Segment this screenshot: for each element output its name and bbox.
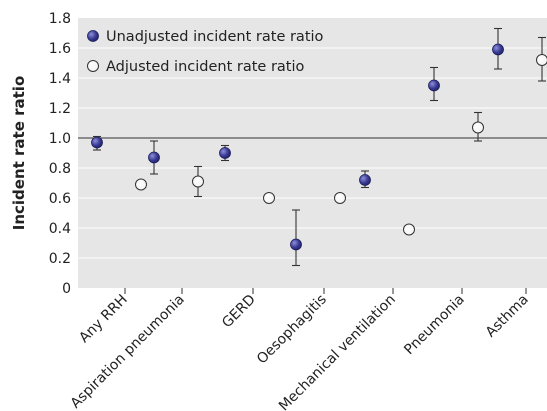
y-tick-label: 0 [62,281,71,297]
x-tick-label: GERD [219,292,259,332]
point-adjusted [536,54,547,66]
legend: Unadjusted incident rate ratio Adjusted … [87,29,324,75]
point-unadjusted [428,79,440,92]
y-axis-ticks: 0 0.2 0.4 0.6 0.8 1.0 1.2 1.4 1.6 1.8 [49,11,71,297]
point-adjusted [135,178,147,191]
point-adjusted [403,223,415,236]
y-tick-label: 0.4 [49,221,71,237]
data-marks [91,27,547,267]
point-unadjusted [219,147,231,159]
y-tick-label: 0.2 [49,251,71,267]
x-tick-label: Pneumonia [401,292,468,359]
point-adjusted [192,175,204,188]
point-unadjusted [91,136,103,149]
y-tick-label: 1.2 [49,101,71,117]
point-adjusted [472,121,484,134]
point-unadjusted [492,43,504,56]
y-tick-label: 1.4 [49,71,71,87]
y-tick-label: 1.8 [49,11,71,27]
point-unadjusted [290,238,302,251]
point-adjusted [334,192,346,204]
x-tick-label: Asthma [483,292,532,341]
x-tick-label: Mechanical ventilation [276,292,399,411]
y-tick-label: 1.0 [49,131,71,147]
legend-label-adjusted: Adjusted incident rate ratio [106,59,305,75]
point-unadjusted [148,151,160,164]
x-tick-label: Any RRH [76,292,131,347]
legend-marker-adjusted [87,60,99,72]
point-adjusted [263,192,275,204]
y-tick-label: 1.6 [49,41,71,57]
y-tick-label: 0.8 [49,161,71,177]
point-unadjusted [359,174,371,186]
y-tick-label: 0.6 [49,191,71,207]
legend-label-unadjusted: Unadjusted incident rate ratio [106,29,324,45]
legend-marker-unadjusted [87,30,99,42]
y-axis-label: Incident rate ratio [10,76,28,231]
x-tick-label: Aspiration pneumonia [68,292,188,411]
x-tick-label: Oesophagitis [254,292,330,368]
grid-lines [78,47,547,259]
